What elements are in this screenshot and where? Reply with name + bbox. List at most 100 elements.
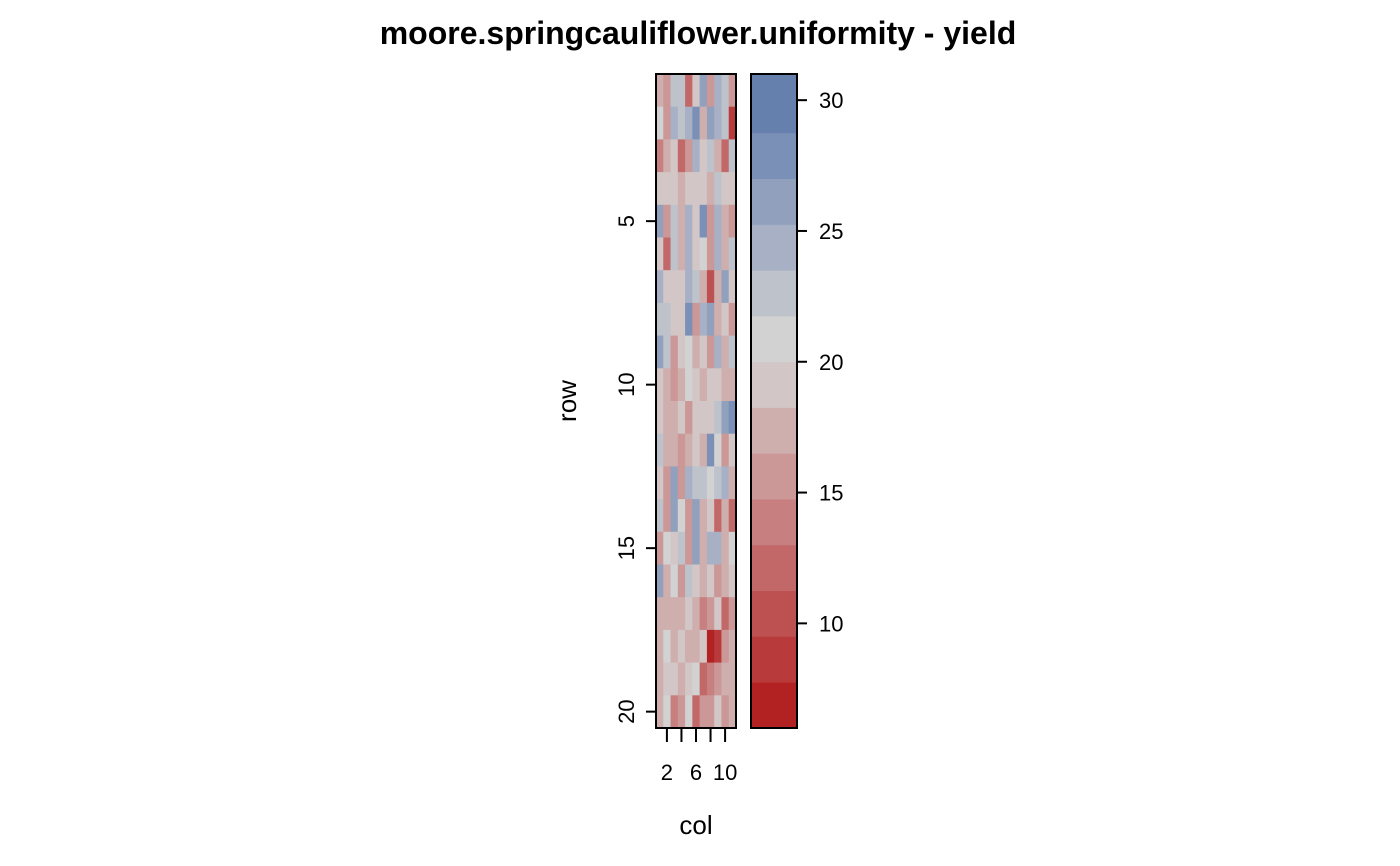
heatmap-cell (685, 74, 693, 108)
heatmap-cell (670, 172, 679, 206)
heatmap-cell (714, 433, 722, 467)
heatmap-cell (714, 662, 722, 696)
heatmap-cell (692, 237, 701, 271)
heatmap-cell (728, 597, 737, 631)
heatmap-cell (721, 204, 730, 238)
heatmap-cell (677, 597, 686, 631)
heatmap-cell (706, 368, 715, 402)
heatmap-cell (699, 466, 708, 500)
heatmap-cell (699, 368, 708, 402)
heatmap-cell (692, 499, 701, 533)
heatmap-cell (714, 302, 722, 336)
heatmap-cell (714, 531, 722, 565)
heatmap-cell (692, 106, 701, 140)
heatmap-cell (663, 139, 671, 173)
heatmap-cell (685, 499, 693, 533)
heatmap-cell (728, 629, 737, 663)
heatmap-cell (656, 597, 664, 631)
heatmap-cell (663, 368, 671, 402)
heatmap-cell (656, 629, 664, 663)
legend-tick-label: 20 (819, 350, 843, 375)
heatmap-cell (677, 466, 686, 500)
heatmap-cell (677, 368, 686, 402)
heatmap-cell (677, 270, 686, 304)
y-axis-label: row (552, 380, 582, 422)
heatmap-cell (656, 564, 664, 598)
heatmap-cell (714, 237, 722, 271)
heatmap-cell (721, 74, 730, 108)
heatmap-cell (677, 139, 686, 173)
heatmap-cell (692, 335, 701, 369)
heatmap-cell (728, 302, 737, 336)
heatmap-cell (706, 302, 715, 336)
heatmap-cell (656, 531, 664, 565)
heatmap-cell (706, 433, 715, 467)
heatmap-cell (677, 433, 686, 467)
heatmap-cell (663, 466, 671, 500)
heatmap-cell (663, 106, 671, 140)
heatmap-cell (728, 106, 737, 140)
heatmap-cell (706, 695, 715, 729)
heatmap-cell (670, 433, 679, 467)
heatmap-cell (699, 237, 708, 271)
heatmap-cell (699, 564, 708, 598)
heatmap-cell (714, 466, 722, 500)
heatmap-cell (728, 564, 737, 598)
heatmap-cell (714, 695, 722, 729)
heatmap-cell (692, 597, 701, 631)
legend-swatch (751, 178, 797, 225)
heatmap-cell (728, 204, 737, 238)
heatmap-cell (714, 368, 722, 402)
color-legend: 10 15 20 25 30 (750, 73, 843, 729)
legend-swatch (751, 453, 797, 500)
x-tick-label: 2 (661, 760, 673, 785)
heatmap-cell (656, 433, 664, 467)
legend-swatch (751, 315, 797, 363)
heatmap-cell (677, 335, 686, 369)
legend-swatch (751, 361, 797, 408)
heatmap-cell (706, 466, 715, 500)
heatmap-cell (699, 597, 708, 631)
heatmap-cell (656, 106, 664, 140)
heatmap-cell (728, 139, 737, 173)
heatmap-cell (670, 237, 679, 271)
heatmap-cell (670, 499, 679, 533)
heatmap-cell (670, 106, 679, 140)
heatmap-cell (663, 204, 671, 238)
heatmap-cell (714, 564, 722, 598)
legend-tick-label: 10 (819, 611, 843, 636)
heatmap-cell (692, 368, 701, 402)
heatmap-cell (721, 302, 730, 336)
legend-tick-label: 25 (819, 219, 843, 244)
heatmap-cell (692, 662, 701, 696)
heatmap-cells (656, 74, 737, 729)
heatmap-cell (699, 335, 708, 369)
heatmap-cell (670, 74, 679, 108)
x-tick-label: 6 (690, 760, 702, 785)
heatmap-cell (728, 74, 737, 108)
heatmap-cell (699, 499, 708, 533)
y-tick-label: 10 (614, 372, 639, 396)
heatmap-cell (663, 433, 671, 467)
heatmap-cell (721, 401, 730, 435)
heatmap-cell (706, 401, 715, 435)
heatmap-cell (714, 204, 722, 238)
legend-swatch (751, 132, 797, 180)
heatmap-cell (685, 629, 693, 663)
heatmap-cell (656, 172, 664, 206)
heatmap-cell (721, 597, 730, 631)
heatmap-cell (721, 466, 730, 500)
heatmap-cell (685, 106, 693, 140)
heatmap-cell (685, 172, 693, 206)
legend-swatch (751, 499, 797, 546)
x-axis: 2 6 10 (661, 728, 737, 785)
heatmap-cell (656, 237, 664, 271)
heatmap-cell (692, 695, 701, 729)
heatmap-cell (728, 401, 737, 435)
heatmap-cell (706, 662, 715, 696)
heatmap-cell (728, 237, 737, 271)
heatmap-cell (721, 564, 730, 598)
heatmap-cell (706, 531, 715, 565)
heatmap-cell (699, 139, 708, 173)
legend-swatch (751, 270, 797, 317)
